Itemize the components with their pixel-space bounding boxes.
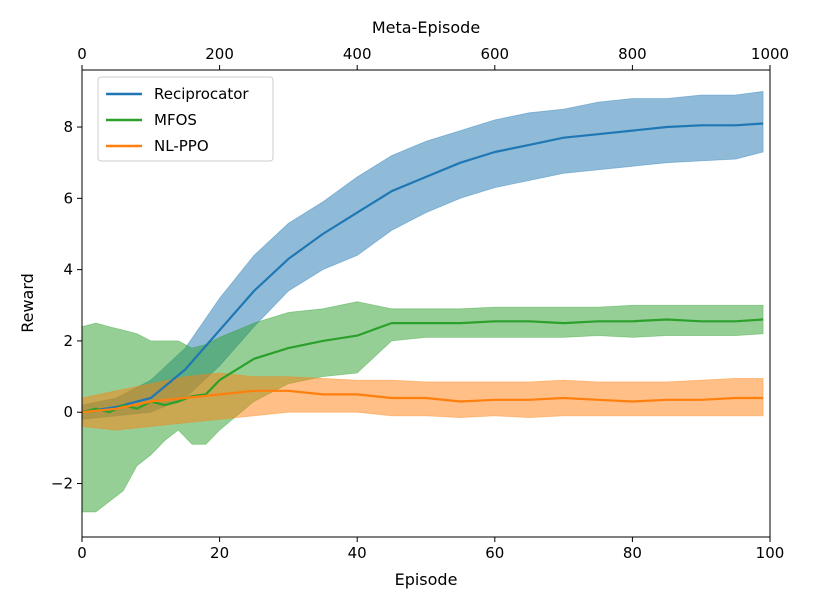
legend-label-mfos: MFOS [154,111,197,129]
top-x-axis-title: Meta-Episode [372,18,480,37]
legend-label-reciprocator: Reciprocator [154,85,249,103]
x-axis-top: 0 200 400 600 800 1000 [77,45,789,70]
plot-frame [81,69,771,538]
x-tick-label: 40 [348,544,367,562]
x-axis-bottom: 0 20 40 60 80 100 [77,537,784,562]
y-tick-label: 0 [63,403,73,421]
x-tick-label: 100 [756,544,785,562]
y-axis-title: Reward [18,273,37,333]
y-tick-label: 4 [63,261,73,279]
x-axis-title: Episode [395,570,458,589]
legend: Reciprocator MFOS NL-PPO [97,76,274,162]
top-x-tick-label: 400 [343,45,372,63]
top-x-tick-label: 800 [618,45,647,63]
legend-label-nl-ppo: NL-PPO [154,137,209,155]
y-axis: −2 0 2 4 6 8 [51,118,82,493]
top-x-tick-label: 0 [77,45,87,63]
series-lines [82,122,764,414]
top-x-tick-label: 1000 [751,45,789,63]
top-x-tick-label: 600 [480,45,509,63]
y-tick-label: −2 [51,475,73,493]
y-tick-label: 2 [63,332,73,350]
x-tick-label: 80 [623,544,642,562]
nl-ppo-band [82,372,764,431]
x-tick-label: 0 [77,544,87,562]
reciprocator-line [82,122,764,414]
y-tick-label: 6 [63,189,73,207]
nl-ppo-line [82,389,764,414]
legend-box [97,76,274,162]
x-tick-label: 20 [210,544,229,562]
x-tick-label: 60 [485,544,504,562]
mfos-line [82,318,764,414]
top-x-tick-label: 200 [205,45,234,63]
y-tick-label: 8 [63,118,73,136]
